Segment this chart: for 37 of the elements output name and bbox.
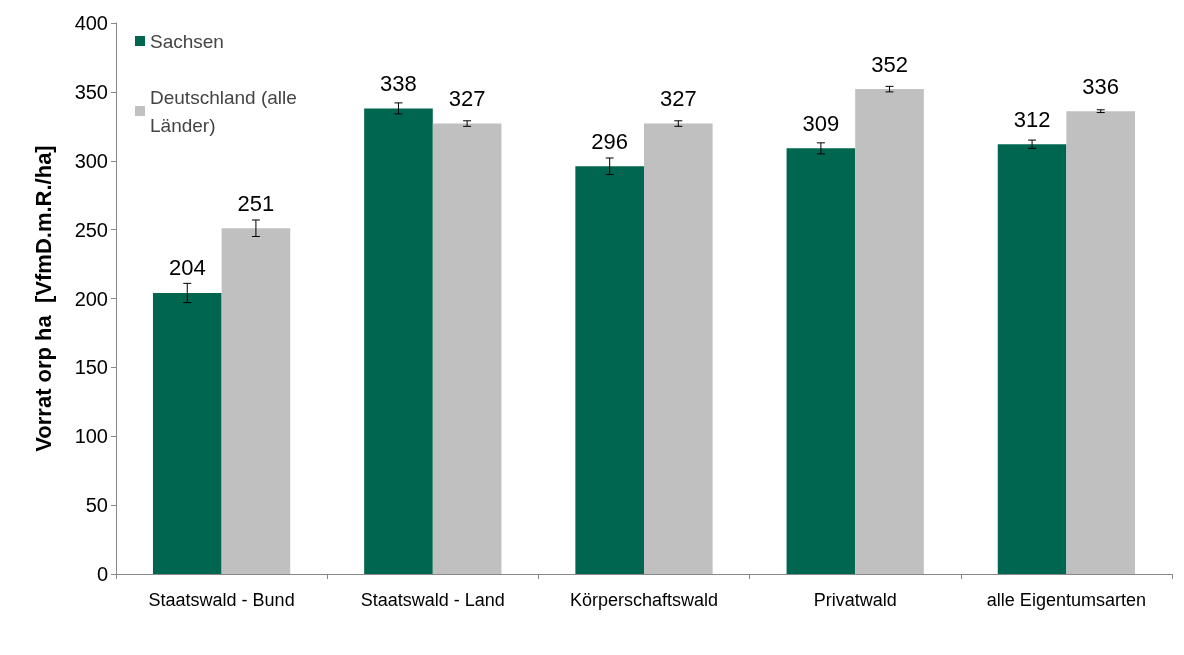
x-tick-label: Staatswald - Bund <box>148 590 295 610</box>
bar <box>575 166 644 574</box>
legend-label: Sachsen <box>150 30 224 52</box>
y-axis-title: Vorrat orp ha [VfmD.m.R./ha] <box>30 145 56 452</box>
bar <box>786 148 856 574</box>
bar <box>997 144 1067 574</box>
y-tick-label: 350 <box>74 80 108 103</box>
data-label: 309 <box>802 110 840 136</box>
data-label: 296 <box>591 128 629 154</box>
bar <box>364 108 433 574</box>
data-label: 338 <box>380 70 417 96</box>
data-label: 327 <box>659 86 697 112</box>
bar <box>644 123 713 574</box>
y-tick-label: 50 <box>85 494 108 517</box>
y-tick-label: 300 <box>74 149 108 172</box>
x-tick-label: Körperschaftswald <box>569 590 719 610</box>
data-label: 251 <box>237 190 275 216</box>
bar <box>221 228 291 574</box>
y-tick-label: 100 <box>74 425 108 448</box>
y-tick-label: 400 <box>74 12 108 34</box>
bar <box>432 123 502 574</box>
bar <box>152 292 222 574</box>
y-tick-label: 150 <box>74 356 108 379</box>
bar <box>855 89 924 574</box>
x-tick-label: Staatswald - Land <box>360 590 505 610</box>
data-label: 312 <box>1013 106 1051 132</box>
bar <box>1066 111 1136 574</box>
data-label: 204 <box>168 255 206 281</box>
y-tick-label: 250 <box>74 218 108 241</box>
x-tick-label: Privatwald <box>813 590 897 610</box>
data-label: 327 <box>448 86 486 112</box>
x-tick-label: alle Eigentumsarten <box>986 590 1146 610</box>
y-tick-label: 200 <box>74 287 108 310</box>
data-label: 352 <box>871 51 908 77</box>
y-tick-label: 0 <box>96 563 108 585</box>
data-label: 336 <box>1082 73 1120 99</box>
legend-label: Deutschland (alle Länder) <box>150 86 303 136</box>
